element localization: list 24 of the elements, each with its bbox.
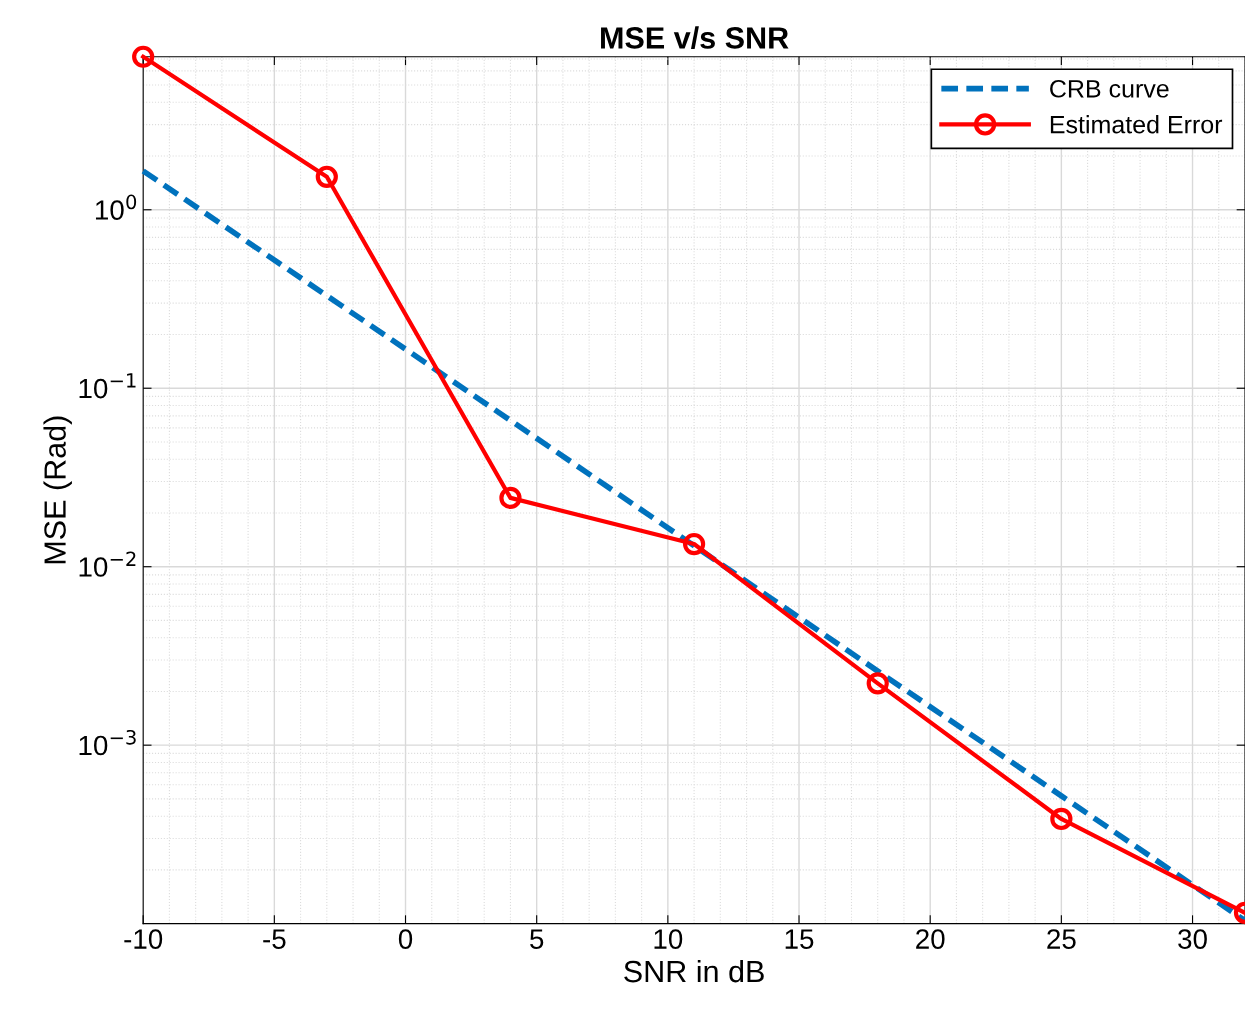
- point: [499, 486, 522, 509]
- x-tick-label: 15: [785, 929, 814, 949]
- y-tick-label: 10$^{−2}$: [79, 551, 136, 577]
- legend-label: CRB curve: [1050, 79, 1169, 98]
- x-tick-label: 10: [654, 929, 683, 949]
- x-tick-label: 0: [398, 929, 413, 949]
- point: [1050, 807, 1073, 831]
- x-axis-title: SNR in dB: [624, 959, 764, 983]
- y-tick-label: 10$^{0}$: [95, 194, 137, 220]
- point: [682, 532, 706, 556]
- x-tick-label: 25: [1047, 929, 1076, 949]
- y-axis-title: MSE (Rad): [43, 416, 72, 564]
- chart-title: MSE v/s SNR: [601, 26, 789, 50]
- y-tick-label: 10$^{−3}$: [79, 729, 136, 756]
- x-tick-label: 5: [530, 929, 544, 949]
- x-tick-label: 30: [1178, 929, 1207, 949]
- point: [866, 672, 889, 695]
- x-tick-label: -5: [263, 929, 286, 949]
- y-tick-label: 10$^{−1}$: [79, 373, 136, 399]
- point: [132, 45, 155, 68]
- x-tick-label: 20: [916, 929, 945, 949]
- point: [315, 165, 338, 188]
- legend-label: Estimated Error: [1050, 115, 1223, 134]
- x-tick-label: -10: [124, 929, 163, 949]
